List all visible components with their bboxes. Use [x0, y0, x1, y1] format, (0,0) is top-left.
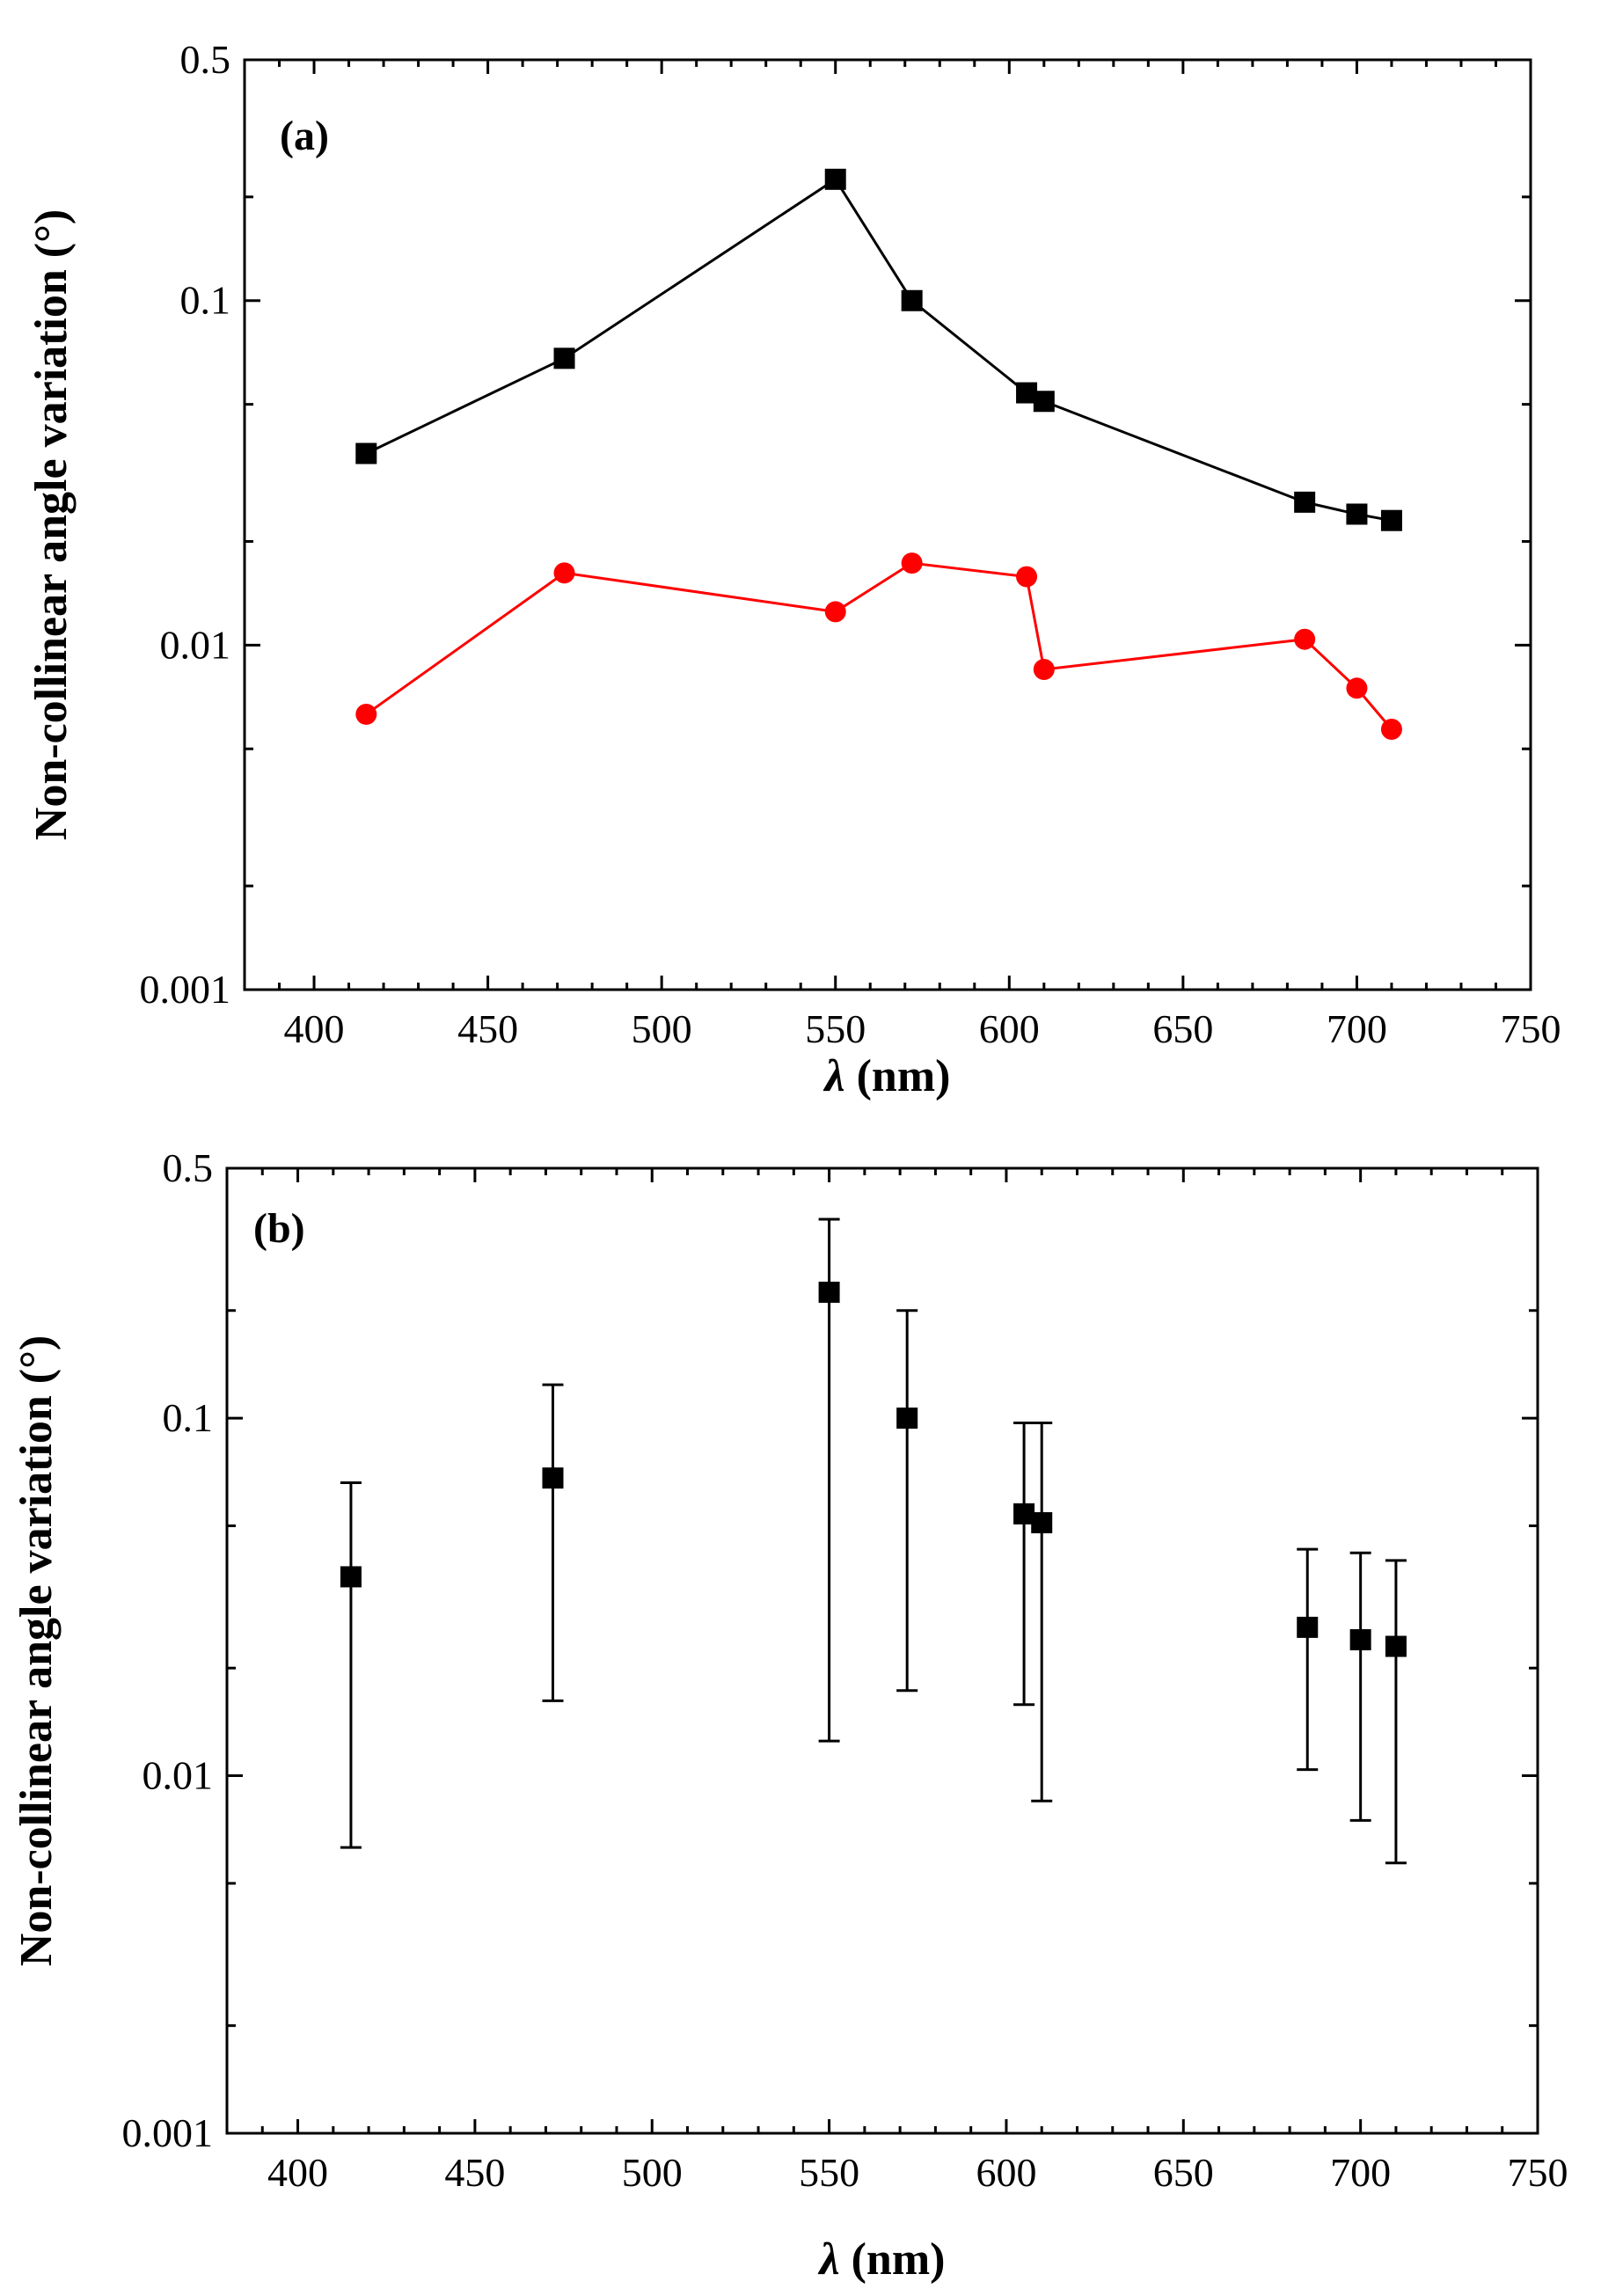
- data-point: [824, 168, 846, 190]
- data-point: [355, 703, 377, 725]
- data-point: [901, 552, 923, 574]
- y-tick-label: 0.5: [163, 1145, 214, 1190]
- plot-frame: [243, 58, 1532, 991]
- error-bar: [1385, 1559, 1407, 1865]
- x-tick-label: 400: [284, 1006, 345, 1051]
- data-point: [896, 1408, 918, 1430]
- data-point: [1346, 677, 1368, 699]
- data-point: [553, 347, 575, 369]
- y-axis-title: Non-collinear angle variation (°): [26, 209, 77, 840]
- data-point: [818, 1281, 840, 1303]
- error-bar: [896, 1309, 918, 1693]
- panel-label: (b): [253, 1205, 305, 1252]
- data-point: [1346, 503, 1368, 525]
- x-tick-label: 500: [632, 1006, 692, 1051]
- x-axis-title: λ (nm): [823, 1051, 951, 1101]
- x-axis-unit: (nm): [840, 2234, 946, 2285]
- chart-panel-2: 400 450 500 550 600 650 700 750 0.001 0.01 0.1 0.5 (…: [11, 1145, 1568, 2285]
- x-tick-label: 650: [1153, 2150, 1214, 2195]
- data-point: [553, 562, 575, 584]
- data-point: [1033, 659, 1055, 681]
- error-bar: [542, 1383, 564, 1702]
- x-tick-label: 700: [1327, 1006, 1387, 1051]
- y-tick-label: 0.1: [180, 278, 231, 323]
- error-bar: [1013, 1421, 1035, 1707]
- x-axis-symbol: λ: [818, 2234, 840, 2285]
- data-point: [1033, 391, 1055, 413]
- series-line: [365, 177, 1393, 523]
- data-point: [1016, 566, 1038, 588]
- data-point: [824, 601, 846, 623]
- series-line: [365, 561, 1393, 730]
- error-bar: [1349, 1551, 1371, 1822]
- y-tick-label: 0.001: [122, 2110, 214, 2155]
- x-tick-label: 700: [1330, 2150, 1391, 2195]
- data-point: [1031, 1511, 1053, 1533]
- chart-panel-1: 400 450 500 550 600 650 700 750 0.001 0.01 0.1 0.5 (…: [26, 37, 1561, 1101]
- data-point: [1385, 1635, 1407, 1657]
- error-bar: [340, 1481, 362, 1849]
- data-point: [901, 289, 923, 311]
- y-tick-label: 0.5: [180, 37, 231, 82]
- x-tick-label: 550: [805, 1006, 866, 1051]
- x-tick-label: 600: [976, 2150, 1036, 2195]
- plot-frame: [225, 1166, 1539, 2135]
- error-bar: [818, 1217, 840, 1743]
- error-bar: [1297, 1547, 1319, 1772]
- x-tick-label: 500: [622, 2150, 683, 2195]
- data-point: [355, 442, 377, 464]
- data-point: [1294, 628, 1316, 650]
- data-point: [1013, 1503, 1035, 1525]
- y-tick-label: 0.001: [140, 967, 231, 1012]
- x-tick-label: 450: [457, 1006, 518, 1051]
- y-tick-label: 0.01: [143, 1753, 214, 1798]
- series-1: [340, 1217, 1407, 1865]
- data-point: [1297, 1616, 1319, 1638]
- x-tick-label: 750: [1508, 2150, 1568, 2195]
- y-tick-label: 0.01: [160, 622, 231, 667]
- x-tick-label: 650: [1152, 1006, 1213, 1051]
- data-point: [542, 1467, 564, 1489]
- x-axis-title: λ (nm): [818, 2234, 946, 2285]
- series-1: [355, 168, 1402, 531]
- x-tick-label: 600: [979, 1006, 1040, 1051]
- panel-label: (a): [280, 113, 329, 159]
- y-tick-label: 0.1: [163, 1395, 214, 1440]
- x-axis-symbol: λ: [823, 1051, 845, 1101]
- x-tick-label: 750: [1501, 1006, 1561, 1051]
- data-point: [1294, 491, 1316, 513]
- x-tick-label: 450: [444, 2150, 505, 2195]
- y-axis-title: Non-collinear angle variation (°): [11, 1335, 62, 1966]
- x-axis-unit: (nm): [845, 1051, 951, 1101]
- error-bar: [1031, 1421, 1053, 1802]
- data-point: [1380, 509, 1402, 531]
- x-tick-label: 400: [267, 2150, 328, 2195]
- data-point: [340, 1566, 362, 1588]
- x-tick-label: 550: [799, 2150, 859, 2195]
- series-2: [355, 552, 1402, 740]
- data-point: [1349, 1629, 1371, 1651]
- data-point: [1380, 718, 1402, 740]
